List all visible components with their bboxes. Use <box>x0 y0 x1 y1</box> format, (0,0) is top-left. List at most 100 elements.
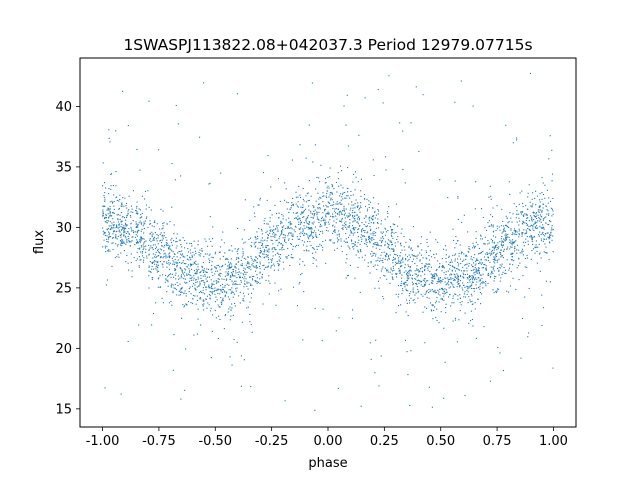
data-point <box>351 246 354 248</box>
data-point <box>140 217 142 219</box>
data-point <box>547 223 549 226</box>
data-point <box>142 244 144 246</box>
data-point <box>222 297 224 299</box>
data-point <box>417 291 419 293</box>
data-point <box>510 228 512 230</box>
data-point <box>172 260 174 262</box>
data-point <box>505 215 507 217</box>
data-point <box>341 219 343 221</box>
data-point <box>108 208 110 210</box>
data-point <box>123 234 125 236</box>
data-point <box>471 277 473 279</box>
data-point <box>501 255 504 257</box>
data-point <box>259 272 261 274</box>
data-point <box>159 240 161 242</box>
data-point <box>536 262 538 264</box>
data-point <box>396 238 398 241</box>
data-point <box>396 262 398 264</box>
data-point <box>279 234 282 236</box>
data-point <box>327 211 329 213</box>
data-point <box>243 278 245 280</box>
data-point <box>251 331 253 333</box>
data-point <box>457 280 459 283</box>
data-point <box>490 266 492 268</box>
data-point <box>423 278 425 280</box>
data-point <box>115 227 117 229</box>
data-point <box>535 225 538 227</box>
data-point <box>195 252 197 254</box>
data-point <box>548 220 551 222</box>
data-point <box>159 248 161 250</box>
data-point <box>177 252 179 254</box>
data-point <box>261 277 263 279</box>
data-point <box>245 273 247 275</box>
data-point <box>471 265 474 268</box>
data-point <box>345 226 347 228</box>
data-point <box>322 240 324 243</box>
data-point <box>481 238 484 240</box>
data-point <box>112 224 114 226</box>
data-point <box>473 245 475 247</box>
data-point <box>181 271 183 273</box>
data-point <box>540 215 542 217</box>
data-point <box>126 240 128 242</box>
data-point <box>158 149 160 151</box>
data-point <box>297 238 299 240</box>
data-point <box>295 226 297 228</box>
data-point <box>377 257 379 259</box>
data-point <box>468 276 470 279</box>
data-point <box>228 308 230 310</box>
data-point <box>140 230 142 232</box>
data-point <box>464 264 466 266</box>
data-point <box>322 232 324 234</box>
data-point <box>471 318 473 321</box>
data-point <box>406 256 409 258</box>
data-point <box>206 271 208 273</box>
data-point <box>168 264 170 266</box>
data-point <box>276 239 278 241</box>
data-point <box>404 281 406 283</box>
data-point <box>518 217 520 219</box>
data-point <box>526 231 528 233</box>
x-tick-label: 0.25 <box>370 434 399 449</box>
data-point <box>243 283 246 285</box>
data-point <box>318 211 320 213</box>
data-point <box>401 265 403 267</box>
data-point <box>107 250 109 252</box>
data-point <box>391 231 393 233</box>
data-point <box>215 296 217 298</box>
data-point <box>464 394 466 397</box>
data-point <box>391 276 394 278</box>
data-point <box>347 167 349 169</box>
data-point <box>365 239 368 241</box>
data-point <box>348 246 350 248</box>
data-point <box>261 230 263 232</box>
data-point <box>222 264 224 266</box>
data-point <box>126 224 128 226</box>
data-point <box>267 236 269 238</box>
data-point <box>333 187 335 190</box>
data-point <box>537 209 539 211</box>
data-point <box>168 255 170 257</box>
data-point <box>371 239 373 241</box>
data-point <box>534 226 536 228</box>
data-point <box>377 259 379 261</box>
data-point <box>290 256 292 258</box>
data-point <box>512 264 514 266</box>
data-point <box>278 290 280 292</box>
data-point <box>502 369 504 372</box>
data-point <box>238 268 240 270</box>
data-point <box>213 290 215 293</box>
data-point <box>211 282 213 284</box>
data-point <box>370 358 372 360</box>
data-point <box>258 255 260 257</box>
data-point <box>128 269 130 271</box>
data-point <box>468 287 470 289</box>
data-point <box>292 233 294 235</box>
data-point <box>192 279 194 281</box>
data-point <box>470 285 472 287</box>
data-point <box>163 244 166 247</box>
data-point <box>127 210 129 212</box>
data-point <box>231 307 233 309</box>
data-point <box>471 300 473 302</box>
